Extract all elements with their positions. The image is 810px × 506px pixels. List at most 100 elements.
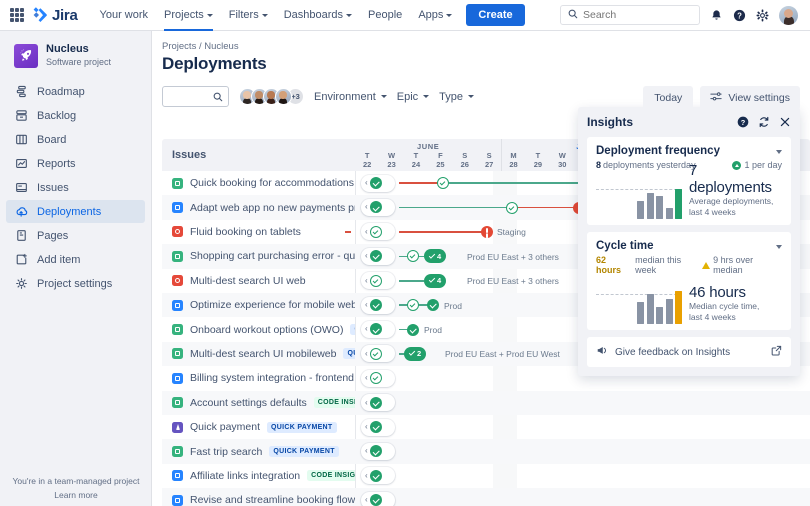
table-row[interactable]: Fast trip search QUICK PAYMENT ‹ [162,439,810,464]
deployment-failed-icon[interactable] [481,225,493,238]
issue-tag[interactable]: CODE INSIGHTS [307,470,355,482]
settings-gear-icon[interactable] [756,9,769,22]
deployment-status-pill[interactable]: ‹ [361,345,395,363]
nav-item-apps[interactable]: Apps [410,0,460,31]
table-row[interactable]: Fluid booking on tablets ‹ Staging [162,220,810,244]
chevron-down-icon[interactable] [776,150,782,154]
filter-environment[interactable]: Environment [314,91,387,103]
issue-cell[interactable]: Revise and streamline booking flow COD [162,494,355,506]
issue-cell[interactable]: Multi-dest search UI web [162,275,355,287]
day-cell[interactable]: S 27 [477,151,501,169]
day-cell[interactable]: W 30 [550,151,574,169]
filter-type[interactable]: Type [439,91,475,103]
deployment-count-badge[interactable]: 4 [424,273,447,288]
nav-item-projects[interactable]: Projects [156,0,221,31]
issue-cell[interactable]: Multi-dest search UI mobileweb QUICK PA [162,348,355,360]
day-cell[interactable]: T 29 [526,151,550,169]
notifications-bell-icon[interactable] [710,9,723,22]
global-search-box[interactable] [560,5,700,25]
issue-cell[interactable]: Adapt web app no new payments provider [162,202,355,214]
nav-item-dashboards[interactable]: Dashboards [276,0,360,31]
help-icon[interactable]: ? [737,116,749,128]
day-cell[interactable]: T 22 [355,151,379,169]
deployment-status-pill[interactable]: ‹ [361,394,395,412]
deployment-count-badge[interactable]: 2 [404,346,427,361]
check-hollow-green-icon[interactable] [437,177,449,190]
check-solid-green-icon[interactable] [407,323,419,336]
issue-tag[interactable]: QUICK PAYMENT [267,421,337,433]
sidebar-item-board[interactable]: Board [6,128,145,151]
day-cell[interactable]: T 24 [404,151,428,169]
deployment-status-pill[interactable]: ‹ [361,491,395,506]
issue-cell[interactable]: Fluid booking on tablets [162,226,355,238]
issue-cell[interactable]: Quick payment QUICK PAYMENT [162,421,355,433]
learn-more-link[interactable]: Learn more [54,490,98,500]
sidebar-item-reports[interactable]: Reports [6,152,145,175]
deployment-count-badge[interactable]: 4 [424,249,447,264]
issue-cell[interactable]: Quick booking for accommodations QUICK [162,177,355,189]
issue-search-input[interactable] [162,86,229,107]
nav-item-filters[interactable]: Filters [221,0,276,31]
day-cell[interactable]: M 28 [501,151,525,169]
create-button[interactable]: Create [466,4,525,26]
help-icon[interactable]: ? [733,9,746,22]
day-cell[interactable]: F 25 [428,151,452,169]
deployment-status-pill[interactable]: ‹ [361,247,395,265]
check-hollow-green-icon[interactable] [407,299,419,312]
table-row[interactable]: Affiliate links integration CODE INSIGHT… [162,464,810,488]
day-cell[interactable]: S 26 [453,151,477,169]
view-settings-button[interactable]: View settings [700,86,800,110]
deployment-status-pill[interactable]: ‹ [361,296,395,314]
check-hollow-green-icon[interactable] [407,250,419,263]
close-icon[interactable] [779,116,791,128]
sidebar-item-roadmap[interactable]: Roadmap [6,80,145,103]
issue-tag[interactable]: QUICK I [350,324,355,336]
chevron-down-icon[interactable] [776,245,782,249]
search-input[interactable] [583,9,692,21]
table-row[interactable]: Quick payment QUICK PAYMENT ‹ [162,415,810,439]
issue-cell[interactable]: Billing system integration - frontend QU… [162,372,355,384]
sidebar-item-project-settings[interactable]: Project settings [6,272,145,295]
deployment-status-pill[interactable]: ‹ [361,174,395,192]
deployment-status-pill[interactable]: ‹ [361,272,395,290]
avatar[interactable] [275,88,292,105]
deployment-status-pill[interactable]: ‹ [361,223,395,241]
issue-tag[interactable]: QUICK PAYMENT [269,446,339,458]
deployment-status-pill[interactable]: ‹ [361,198,395,216]
deployment-status-pill[interactable]: ‹ [361,369,395,387]
table-row[interactable]: Onboard workout options (OWO) QUICK I ‹ … [162,317,810,341]
jira-logo[interactable]: Jira [32,7,78,24]
issue-cell[interactable]: Optimize experience for mobile web CODE [162,299,355,311]
table-row[interactable]: Billing system integration - frontend QU… [162,366,810,390]
issue-cell[interactable]: Affiliate links integration CODE INSIGHT… [162,470,355,482]
check-hollow-green-icon[interactable] [506,201,518,214]
deployment-status-pill[interactable]: ‹ [361,320,395,338]
issue-tag[interactable]: CODE INSIGHTS [313,397,355,409]
nav-item-your-work[interactable]: Your work [92,0,157,31]
issue-tag[interactable]: QUICK PA [343,348,355,360]
nav-item-people[interactable]: People [360,0,410,31]
refresh-icon[interactable] [758,116,770,128]
user-avatar[interactable] [779,5,798,25]
day-cell[interactable]: W 23 [379,151,403,169]
table-row[interactable]: Multi-dest search UI web ‹ 4 Prod EU Eas… [162,269,810,293]
deployment-status-pill[interactable]: ‹ [361,418,395,436]
issue-cell[interactable]: Onboard workout options (OWO) QUICK I [162,324,355,336]
filter-epic[interactable]: Epic [397,91,430,103]
issue-cell[interactable]: Fast trip search QUICK PAYMENT [162,446,355,458]
grid-apps-icon[interactable] [8,6,26,24]
sidebar-item-issues[interactable]: Issues [6,176,145,199]
issue-cell[interactable]: Account settings defaults CODE INSIGHTS [162,397,355,409]
project-header[interactable]: Nucleus Software project [0,31,151,78]
give-feedback-button[interactable]: Give feedback on Insights [587,337,791,367]
sidebar-item-deployments[interactable]: Deployments [6,200,145,223]
deployment-status-pill[interactable]: ‹ [361,467,395,485]
issue-cell[interactable]: Shopping cart purchasing error - quick f… [162,250,355,262]
breadcrumb-projects[interactable]: Projects [162,41,197,52]
deployment-status-pill[interactable]: ‹ [361,442,395,460]
breadcrumb-nucleus[interactable]: Nucleus [204,41,239,52]
table-row[interactable]: Account settings defaults CODE INSIGHTS … [162,390,810,415]
table-row[interactable]: Revise and streamline booking flow COD ‹ [162,488,810,506]
sidebar-item-backlog[interactable]: Backlog [6,104,145,127]
check-solid-green-icon[interactable] [427,299,439,312]
